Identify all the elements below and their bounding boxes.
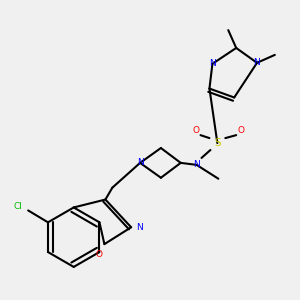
- Text: O: O: [96, 250, 103, 259]
- Text: O: O: [192, 126, 199, 135]
- Text: N: N: [193, 160, 200, 169]
- Text: O: O: [238, 126, 244, 135]
- Text: S: S: [214, 138, 221, 148]
- Text: N: N: [136, 223, 142, 232]
- Text: N: N: [209, 59, 216, 68]
- Text: N: N: [254, 58, 260, 67]
- Text: Cl: Cl: [14, 202, 23, 211]
- Text: N: N: [137, 158, 143, 167]
